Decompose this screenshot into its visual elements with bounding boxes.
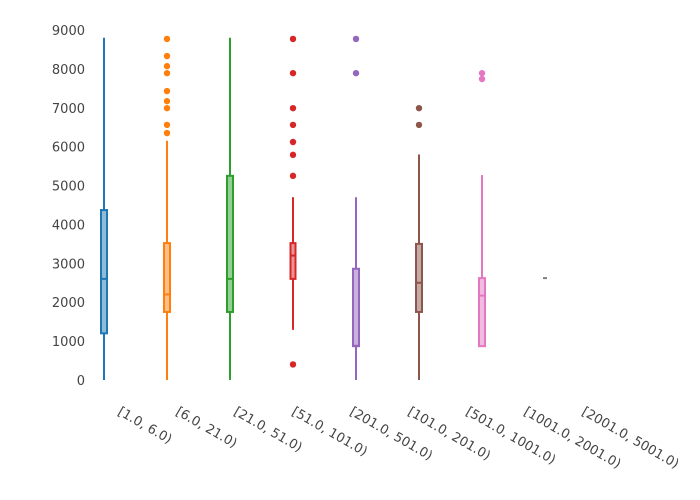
outlier-point <box>289 35 297 43</box>
outlier-point <box>289 121 297 129</box>
outlier-point <box>415 104 423 112</box>
box-1 <box>163 35 171 380</box>
x-tick-label: [6.0, 21.0) <box>173 404 239 451</box>
outlier-point <box>163 62 171 70</box>
outlier-point <box>478 69 486 77</box>
x-tick-label: [1.0, 6.0) <box>115 404 174 447</box>
outlier-point <box>163 35 171 43</box>
outlier-point <box>163 121 171 129</box>
box-0 <box>100 37 108 380</box>
y-tick-label: 5000 <box>52 180 85 195</box>
outlier-point <box>163 97 171 105</box>
iqr-box <box>289 242 297 280</box>
outlier-point <box>163 129 171 137</box>
outlier-point <box>163 87 171 95</box>
outlier-point <box>163 69 171 77</box>
y-tick-label: 0 <box>77 374 85 389</box>
plot-area <box>100 35 547 380</box>
y-tick-label: 9000 <box>52 24 85 39</box>
y-tick-label: 8000 <box>52 63 85 78</box>
y-tick-label: 2000 <box>52 296 85 311</box>
iqr-box <box>226 174 234 313</box>
y-tick-label: 6000 <box>52 141 85 156</box>
y-tick-label: 1000 <box>52 335 85 350</box>
iqr-box <box>478 277 486 348</box>
outlier-point <box>289 361 297 368</box>
x-tick-label: [2001.0, 5001.0) <box>579 404 681 472</box>
iqr-box <box>100 209 108 335</box>
y-axis: 0 1000 2000 3000 4000 5000 6000 7000 8000 9000 <box>52 24 85 389</box>
y-tick-label: 7000 <box>52 102 85 117</box>
x-axis: [1.0, 6.0)[6.0, 21.0)[21.0, 51.0)[51.0, … <box>115 404 681 472</box>
outlier-point <box>163 104 171 112</box>
outlier-point <box>289 151 297 159</box>
box-2 <box>226 37 234 380</box>
outlier-point <box>289 172 297 180</box>
outlier-point <box>415 121 423 129</box>
outlier-point <box>163 52 171 60</box>
outlier-point <box>289 104 297 112</box>
box-4 <box>352 35 360 380</box>
outlier-point <box>289 69 297 77</box>
y-tick-label: 3000 <box>52 257 85 272</box>
y-tick-label: 4000 <box>52 218 85 233</box>
iqr-box <box>352 267 360 348</box>
outlier-point <box>478 75 486 83</box>
iqr-box <box>415 242 423 313</box>
iqr-box <box>163 242 171 313</box>
box-6 <box>478 69 486 348</box>
outlier-point <box>289 138 297 146</box>
outlier-point <box>352 35 360 43</box>
box-3 <box>289 35 297 368</box>
outlier-point <box>352 69 360 77</box>
box-5 <box>415 104 423 380</box>
x-tick-label: [1001.0, 2001.0) <box>521 404 623 472</box>
